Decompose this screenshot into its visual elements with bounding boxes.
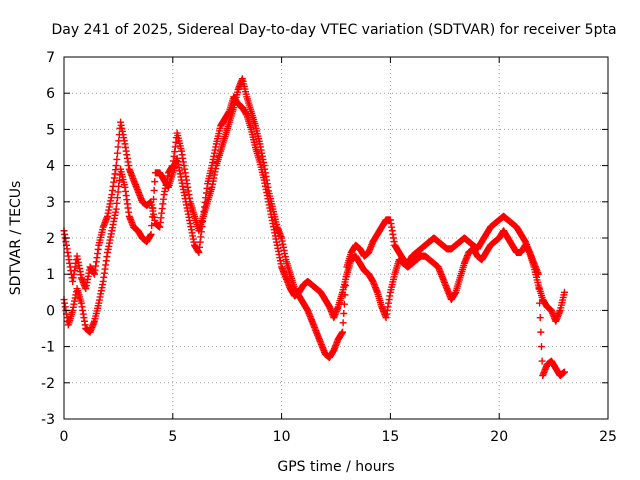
y-tick-label: -2 [41,376,55,392]
series-track-a [60,75,568,361]
y-tick-label: 1 [46,267,55,283]
x-tick-label: 20 [490,429,508,445]
data-point [339,319,347,327]
data-point [560,368,568,376]
y-tick-label: 0 [46,303,55,319]
x-tick-label: 0 [60,429,69,445]
data-point [147,230,155,238]
data-point [149,204,157,212]
y-axis-label: SDTVAR / TECUs [8,181,24,296]
y-tick-label: 4 [46,159,55,175]
axis-ticks: -3 -2 -1 0 1 2 3 4 5 6 7 0 5 10 15 20 25 [41,50,617,445]
chart-title: Day 241 of 2025, Sidereal Day-to-day VTE… [51,22,616,38]
y-tick-label: 7 [46,50,55,66]
y-tick-label: 5 [46,122,55,138]
data-point [114,143,122,151]
y-tick-label: 3 [46,195,55,211]
series-track-b [60,93,568,380]
series-marks [60,75,568,380]
data-point [535,285,543,293]
data-point [536,314,544,322]
data-point [537,343,545,351]
data-point [148,213,156,221]
y-tick-label: -1 [41,340,55,356]
data-point [340,310,348,318]
data-point [536,299,544,307]
x-tick-label: 25 [599,429,617,445]
data-point [534,270,542,278]
data-point [113,149,121,157]
x-tick-label: 5 [168,429,177,445]
data-point [339,328,347,336]
data-point [537,328,545,336]
data-point [150,186,158,194]
x-tick-label: 15 [381,429,399,445]
data-point [113,155,121,163]
data-point [150,195,158,203]
y-tick-label: -3 [41,412,55,428]
x-tick-label: 10 [273,429,291,445]
data-point [560,288,568,296]
y-tick-label: 6 [46,86,55,102]
data-point [151,178,159,186]
x-axis-label: GPS time / hours [277,459,394,475]
data-point [148,222,156,230]
data-point [538,357,546,365]
y-tick-label: 2 [46,231,55,247]
data-point [112,162,120,170]
